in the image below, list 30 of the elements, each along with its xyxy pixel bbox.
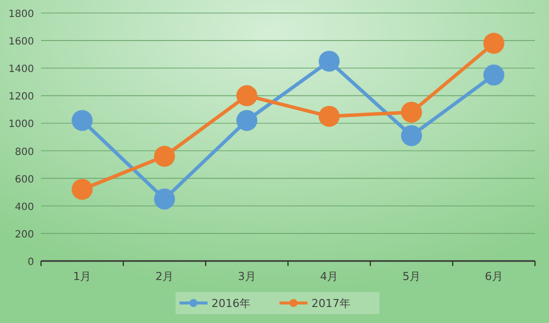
y-tick-label: 200 [14,229,34,240]
x-tick-label: 3月 [238,270,256,283]
point [236,110,258,131]
y-tick-label: 1800 [8,9,34,20]
y-tick-label: 1600 [8,36,34,48]
legend-label: 2016年 [212,297,250,310]
x-tick-label: 6月 [484,270,503,283]
x-tick-label: 1月 [73,270,92,283]
y-tick-label: 800 [14,146,34,158]
point [154,146,175,167]
y-tick-label: 1200 [8,92,34,103]
y-tick-label: 1000 [8,119,34,130]
x-tick-label: 4月 [320,270,338,283]
y-tick-label: 400 [14,202,34,213]
point [483,64,504,86]
point [72,178,93,200]
point [401,125,422,146]
y-tick-label: 0 [28,257,34,268]
point [154,188,175,210]
point [318,50,340,72]
point [72,110,93,131]
legend-label: 2017年 [312,297,350,310]
point [318,106,340,127]
x-tick-label: 5月 [402,270,420,283]
y-tick-label: 600 [14,174,34,186]
x-tick-label: 2月 [156,270,174,283]
y-tick-label: 1400 [8,64,34,76]
point [236,85,258,106]
point [483,32,504,54]
point [401,102,422,123]
